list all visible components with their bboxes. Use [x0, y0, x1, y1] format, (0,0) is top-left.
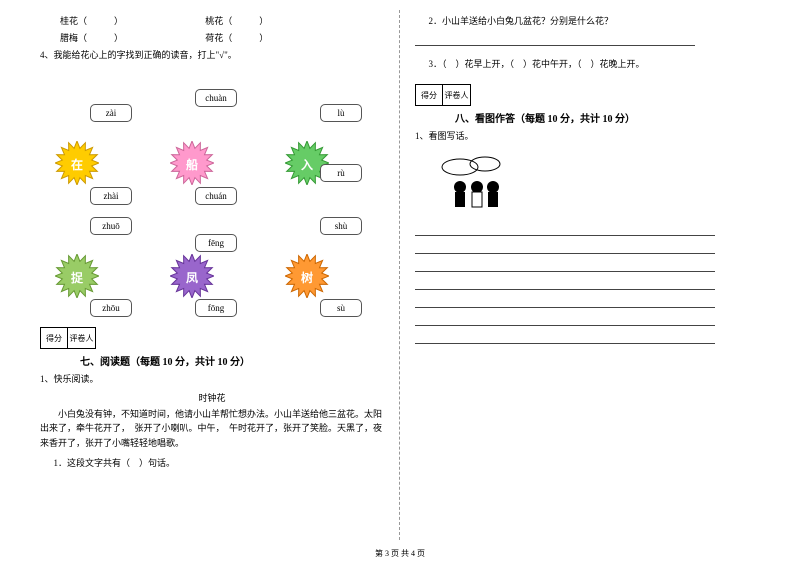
score-box-7: 得分 评卷人	[40, 327, 384, 349]
pinyin-box-0[interactable]: zài	[90, 104, 132, 122]
score-box-8: 得分 评卷人	[415, 84, 760, 106]
pinyin-box-3[interactable]: zhài	[90, 187, 132, 205]
reading-body: 小白兔没有钟，不知道时间，他请小山羊帮忙想办法。小山羊送给他三盆花。太阳出来了，…	[40, 407, 384, 450]
picture-placeholder	[435, 152, 515, 212]
section-7-title: 七、阅读题（每题 10 分，共计 10 分）	[80, 353, 384, 368]
pinyin-box-11[interactable]: sù	[320, 299, 362, 317]
flower-row-2: 腊梅（ ） 荷花（ ）	[40, 31, 384, 44]
score-label: 得分	[40, 327, 68, 349]
answer-blank-1[interactable]	[415, 34, 695, 46]
pinyin-box-8[interactable]: shù	[320, 217, 362, 235]
flower-1a[interactable]: 桂花（ ）	[60, 16, 123, 26]
pinyin-box-1[interactable]: chuàn	[195, 89, 237, 107]
char-zhuo: 捉	[55, 254, 99, 298]
q7-3[interactable]: 3．（ ）花早上开，（ ）花中午开，（ ）花晚上开。	[415, 57, 760, 70]
reading-title: 时钟花	[40, 391, 384, 404]
flower-2a[interactable]: 腊梅（ ）	[60, 33, 123, 43]
pinyin-box-10[interactable]: fōng	[195, 299, 237, 317]
pinyin-box-9[interactable]: zhōu	[90, 299, 132, 317]
char-chuan: 船	[170, 141, 214, 185]
q7-2: 2．小山羊送给小白兔几盆花？分别是什么花？	[415, 14, 760, 27]
pinyin-box-5[interactable]: rù	[320, 164, 362, 182]
grader-label: 评卷人	[68, 327, 96, 349]
pinyin-diagram: 在船入捉凤树zàichuànlùzhàichuánrùzhuōfēngshùzh…	[40, 69, 380, 319]
char-feng: 凤	[170, 254, 214, 298]
flower-1b[interactable]: 桃花（ ）	[205, 16, 268, 26]
writing-lines[interactable]	[415, 222, 760, 344]
flower-2b[interactable]: 荷花（ ）	[205, 33, 268, 43]
pinyin-box-7[interactable]: fēng	[195, 234, 237, 252]
q4-text: 4、我能给花心上的字找到正确的读音，打上"√"。	[40, 48, 384, 61]
char-zai: 在	[55, 141, 99, 185]
score-label-8: 得分	[415, 84, 443, 106]
pinyin-box-4[interactable]: chuán	[195, 187, 237, 205]
pinyin-box-6[interactable]: zhuō	[90, 217, 132, 235]
q8-1: 1、看图写话。	[415, 129, 760, 142]
pinyin-box-2[interactable]: lù	[320, 104, 362, 122]
char-shu: 树	[285, 254, 329, 298]
grader-label-8: 评卷人	[443, 84, 471, 106]
flower-row-1: 桂花（ ） 桃花（ ）	[40, 14, 384, 27]
q7-1: 1、快乐阅读。	[40, 372, 384, 385]
section-8-title: 八、看图作答（每题 10 分，共计 10 分）	[455, 110, 760, 125]
q7-1-1[interactable]: 1．这段文字共有（ ）句话。	[40, 456, 384, 469]
page-footer: 第 3 页 共 4 页	[0, 548, 800, 559]
